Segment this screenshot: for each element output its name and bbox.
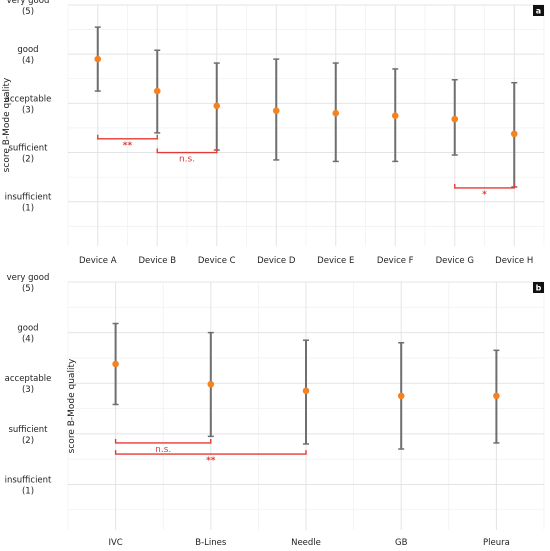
x-tick-label: Device H <box>495 256 533 266</box>
x-tick-label: Device E <box>317 256 354 266</box>
mean-point <box>397 392 405 400</box>
y-tick-label: very good <box>7 273 50 283</box>
significance-bracket <box>454 183 515 189</box>
mean-point <box>510 130 518 138</box>
mean-point <box>451 115 459 123</box>
mean-point <box>493 392 500 400</box>
mean-point <box>153 87 161 95</box>
significance-bracket <box>156 148 218 154</box>
x-tick-label: Device B <box>138 256 176 266</box>
significance-label: ** <box>123 141 133 151</box>
y-tick-sublabel: (1) <box>22 204 34 214</box>
x-tick-label: Pleura <box>483 538 510 548</box>
x-tick-label: IVC <box>108 538 122 548</box>
y-tick-label: sufficient <box>8 425 48 435</box>
mean-point <box>272 107 280 115</box>
significance-bracket <box>114 438 212 444</box>
x-tick-label: Device C <box>198 256 236 266</box>
y-tick-sublabel: (5) <box>22 284 34 294</box>
y-tick-label: acceptable <box>5 94 52 104</box>
significance-label: * <box>482 190 487 200</box>
y-tick-label: sufficient <box>8 144 48 154</box>
mean-point <box>391 112 399 119</box>
x-tick-label: Device A <box>79 256 117 266</box>
chart-panel-b: very good(5) good(4) acceptable(3) sufficie… <box>5 273 545 548</box>
y-tick-label: good <box>17 324 38 334</box>
y-tick-sublabel: (1) <box>22 486 34 496</box>
x-tick-label: Device G <box>436 256 474 266</box>
panel-label: b <box>536 284 542 293</box>
mean-point <box>332 109 340 117</box>
significance-bracket <box>114 450 307 455</box>
y-tick-sublabel: (2) <box>22 436 34 446</box>
panel-label-badge <box>533 282 544 293</box>
x-tick-label: B-Lines <box>195 538 227 548</box>
mean-point <box>302 387 310 395</box>
y-tick-sublabel: (4) <box>22 56 34 66</box>
panel-label: a <box>536 7 541 16</box>
y-tick-sublabel: (3) <box>22 385 34 395</box>
y-tick-label: insufficient <box>5 193 52 203</box>
y-axis-title: score B-Mode quality <box>67 358 77 453</box>
mean-point <box>94 55 102 63</box>
x-tick-label: Device F <box>377 256 414 266</box>
y-tick-sublabel: (2) <box>22 155 34 165</box>
panel-label-badge <box>533 5 544 16</box>
y-tick-sublabel: (3) <box>22 105 34 115</box>
y-tick-label: good <box>17 45 38 55</box>
y-tick-sublabel: (4) <box>22 335 34 345</box>
significance-label: n.s. <box>179 155 195 165</box>
y-tick-sublabel: (5) <box>22 7 34 17</box>
y-tick-label: insufficient <box>5 475 52 485</box>
chart-panel-a: very good(5) good(4) acceptable(3) sufficie… <box>2 0 545 266</box>
x-tick-label: GB <box>395 538 408 548</box>
mean-point <box>207 380 215 388</box>
y-tick-label: very good <box>7 0 50 6</box>
mean-point <box>112 360 119 368</box>
mean-point <box>213 102 221 110</box>
y-axis-title: score B-Mode quality <box>2 77 12 172</box>
x-tick-label: Needle <box>291 538 321 548</box>
y-tick-label: acceptable <box>5 374 52 384</box>
significance-label: n.s. <box>155 445 171 455</box>
significance-label: ** <box>206 456 216 466</box>
x-tick-label: Device D <box>257 256 296 266</box>
significance-bracket <box>97 134 158 140</box>
